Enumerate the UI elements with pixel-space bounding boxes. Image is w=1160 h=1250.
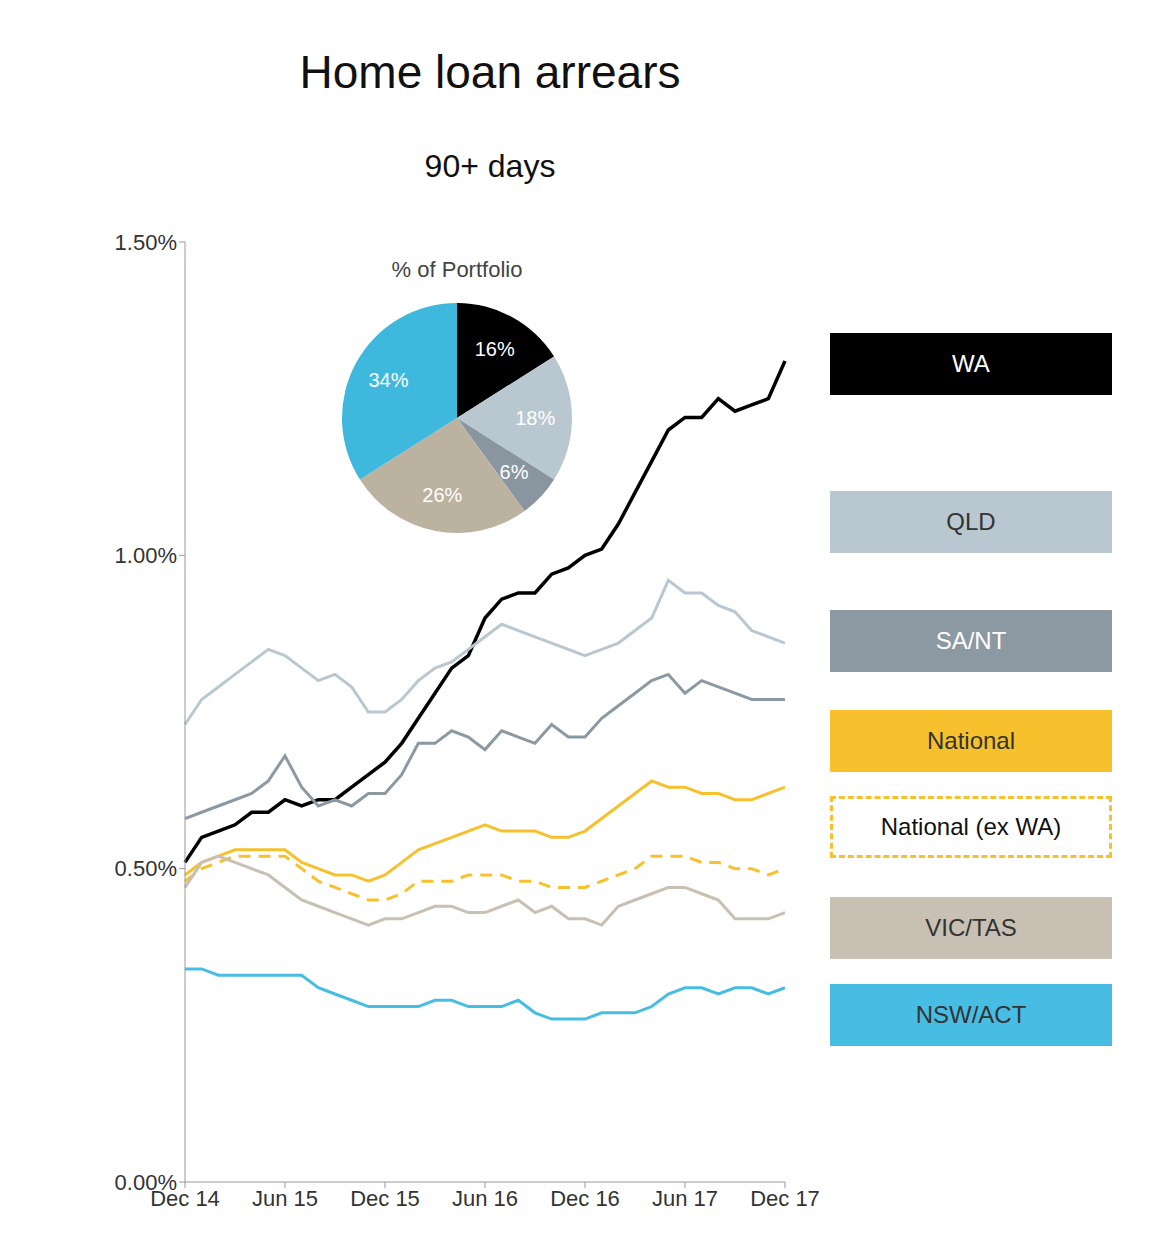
svg-text:0.50%: 0.50% xyxy=(115,856,177,881)
svg-text:Dec 17: Dec 17 xyxy=(750,1186,820,1211)
svg-text:6%: 6% xyxy=(500,461,529,483)
svg-text:1.50%: 1.50% xyxy=(115,230,177,255)
html-text:National: National xyxy=(927,727,1015,754)
html-text:QLD: QLD xyxy=(946,508,996,535)
svg-text:1.00%: 1.00% xyxy=(115,543,177,568)
svg-text:34%: 34% xyxy=(368,369,408,391)
svg-text:0.00%: 0.00% xyxy=(115,1170,177,1195)
html-text:VIC/TAS: VIC/TAS xyxy=(925,914,1017,941)
html-text:WA: WA xyxy=(952,350,990,377)
svg-text:16%: 16% xyxy=(475,338,515,360)
svg-text:Jun 17: Jun 17 xyxy=(652,1186,718,1211)
html-text:National (ex WA): National (ex WA) xyxy=(880,813,1062,840)
svg-text:Dec 15: Dec 15 xyxy=(350,1186,420,1211)
html-text:NSW/ACT: NSW/ACT xyxy=(915,1001,1027,1028)
svg-text:Dec 14: Dec 14 xyxy=(150,1185,220,1211)
html-text:SA/NT: SA/NT xyxy=(935,627,1007,654)
svg-text:Jun 15: Jun 15 xyxy=(252,1186,318,1211)
svg-text:Dec 16: Dec 16 xyxy=(550,1186,620,1211)
svg-text:26%: 26% xyxy=(422,484,462,506)
html-text:% of Portfolio: % of Portfolio xyxy=(391,257,523,282)
html-text:90+ days: 90+ days xyxy=(424,148,556,184)
svg-text:18%: 18% xyxy=(515,407,555,429)
html-text:Home loan arrears: Home loan arrears xyxy=(299,46,681,98)
svg-text:Jun 16: Jun 16 xyxy=(452,1186,518,1211)
